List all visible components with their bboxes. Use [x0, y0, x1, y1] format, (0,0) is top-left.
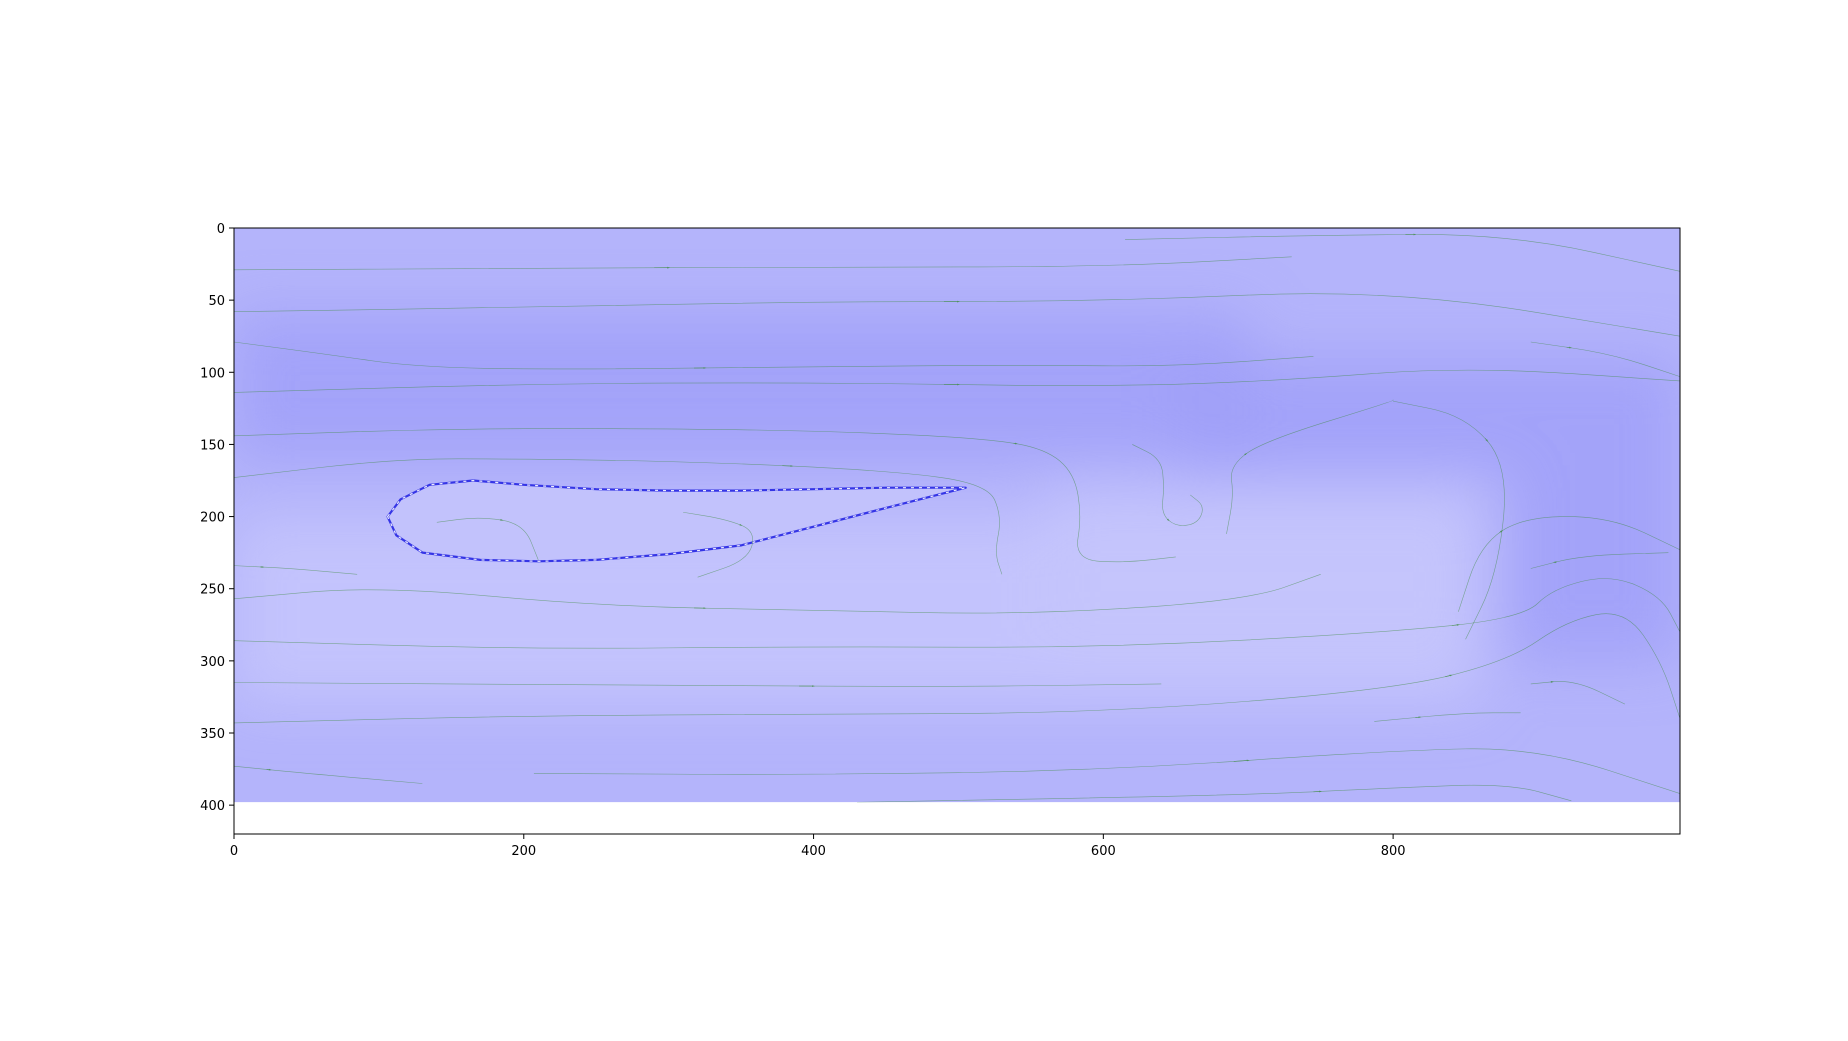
streamline-arrow: [1499, 530, 1504, 533]
streamline: [234, 428, 1176, 563]
y-tick-label: 200: [200, 511, 225, 526]
streamline: [1125, 234, 1680, 272]
streamline-arrow: [1484, 438, 1489, 442]
streamline: [234, 341, 1314, 370]
y-tick-label: 0: [217, 222, 225, 237]
field-dark-band: [1175, 357, 1680, 474]
streamline: [234, 613, 1680, 724]
x-tick-label: 0: [230, 844, 238, 859]
streamline-arrow: [1233, 759, 1250, 762]
streamline-arrow: [1566, 346, 1573, 349]
streamline: [1393, 400, 1505, 640]
streamline: [234, 765, 423, 784]
streamline: [234, 256, 1292, 271]
x-tick-label: 800: [1381, 844, 1406, 859]
streamline: [1226, 399, 1394, 534]
streamline-arrow: [1445, 674, 1453, 678]
y-tick-label: 400: [200, 799, 225, 814]
streamline: [857, 784, 1572, 803]
x-tick-label: 200: [511, 844, 536, 859]
x-tick-label: 600: [1091, 844, 1116, 859]
streamline: [533, 748, 1680, 794]
airfoil-highlight: [386, 479, 966, 562]
streamline: [234, 458, 1003, 575]
field-bands: [234, 314, 1680, 705]
y-tick-label: 350: [200, 727, 225, 742]
plot-area: [234, 228, 1680, 803]
streamlines: [234, 233, 1680, 803]
axes: 0 200 400 600 800 0 50 100 150 200 250 300 350 400: [200, 222, 1681, 859]
streamline: [1132, 444, 1203, 526]
axes-frame: [233, 227, 1681, 835]
streamline: [234, 682, 1162, 687]
streamline-arrow: [739, 523, 743, 526]
streamline: [234, 293, 1680, 337]
streamline-arrow: [1013, 442, 1018, 445]
streamline: [234, 578, 1680, 649]
y-tick-label: 100: [200, 366, 225, 381]
streamline-arrow: [1166, 518, 1170, 522]
y-tick-label: 150: [200, 438, 225, 453]
streamline-arrow: [1553, 561, 1558, 564]
streamline: [234, 574, 1321, 614]
y-tick-label: 300: [200, 655, 225, 670]
streamline: [436, 517, 539, 560]
field-dark-band: [1509, 473, 1680, 661]
streamline-arrow: [1451, 624, 1460, 626]
streamline-arrow: [1244, 452, 1248, 456]
field-image: [234, 228, 1680, 803]
field-light-band: [1045, 487, 1481, 647]
field-dark-band: [234, 314, 1249, 459]
x-tick-label: 400: [801, 844, 826, 859]
streamline: [1458, 516, 1680, 612]
y-tick-label: 250: [200, 583, 225, 598]
y-tick-label: 50: [208, 294, 225, 309]
